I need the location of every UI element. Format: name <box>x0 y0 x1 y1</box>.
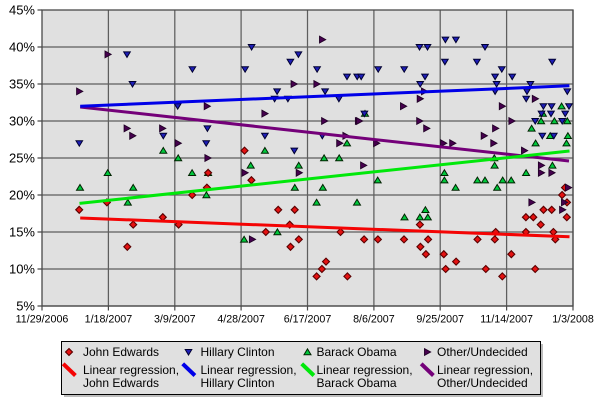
svg-text:5%: 5% <box>16 299 35 314</box>
svg-text:6/17/2007: 6/17/2007 <box>284 314 332 326</box>
svg-text:Hillary Clinton: Hillary Clinton <box>201 376 275 390</box>
svg-text:John Edwards: John Edwards <box>83 376 159 390</box>
svg-text:3/9/2007: 3/9/2007 <box>154 314 196 326</box>
svg-text:Barack Obama: Barack Obama <box>317 376 397 390</box>
svg-text:Linear regression,: Linear regression, <box>437 363 533 377</box>
svg-text:9/25/2007: 9/25/2007 <box>416 314 464 326</box>
svg-text:8/6/2007: 8/6/2007 <box>353 314 395 326</box>
svg-text:Other/Undecided: Other/Undecided <box>437 376 528 390</box>
svg-text:15%: 15% <box>9 225 35 240</box>
svg-text:Barack Obama: Barack Obama <box>317 345 397 359</box>
svg-text:35%: 35% <box>9 77 35 92</box>
svg-text:20%: 20% <box>9 188 35 203</box>
svg-text:Hillary Clinton: Hillary Clinton <box>201 345 275 359</box>
svg-text:11/14/2007: 11/14/2007 <box>480 314 533 326</box>
svg-text:11/29/2006: 11/29/2006 <box>16 314 69 326</box>
svg-text:30%: 30% <box>9 114 35 129</box>
svg-text:Linear regression,: Linear regression, <box>83 363 179 377</box>
svg-text:1/18/2007: 1/18/2007 <box>85 314 133 326</box>
svg-text:4/28/2007: 4/28/2007 <box>217 314 265 326</box>
svg-text:Other/Undecided: Other/Undecided <box>437 345 528 359</box>
svg-text:Linear regression,: Linear regression, <box>317 363 413 377</box>
svg-text:40%: 40% <box>9 40 35 55</box>
svg-text:45%: 45% <box>9 3 35 18</box>
svg-text:1/3/2008: 1/3/2008 <box>552 314 594 326</box>
svg-text:25%: 25% <box>9 151 35 166</box>
svg-text:John Edwards: John Edwards <box>83 345 159 359</box>
svg-text:Linear regression,: Linear regression, <box>201 363 297 377</box>
svg-text:10%: 10% <box>9 262 35 277</box>
